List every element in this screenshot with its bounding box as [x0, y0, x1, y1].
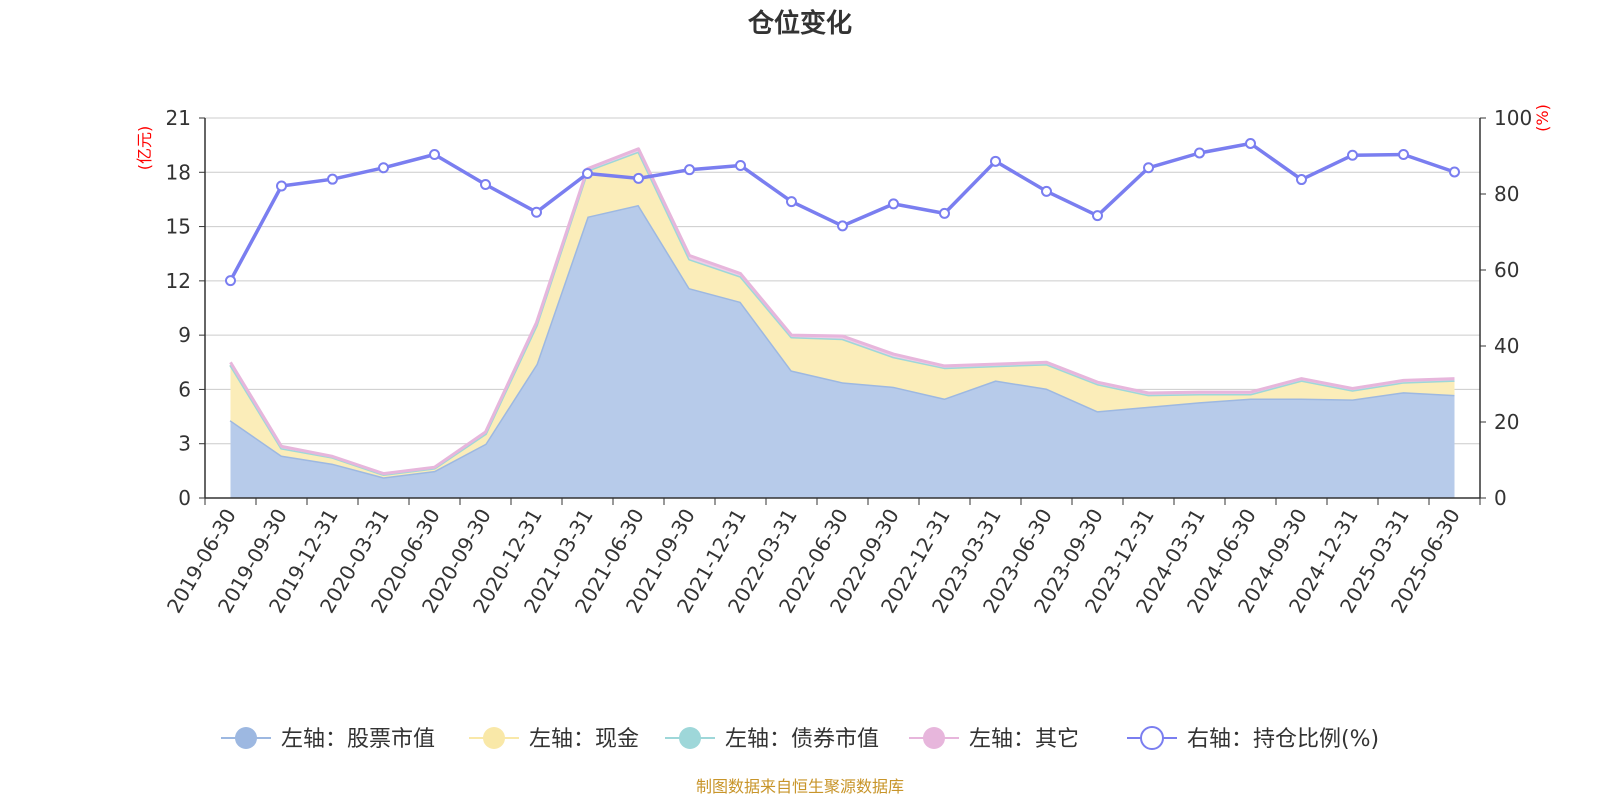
- ratio-point: [1398, 148, 1409, 160]
- ratio-point: [1194, 147, 1205, 159]
- legend-item[interactable]: 左轴：股票市值: [221, 727, 435, 752]
- ratio-point: [531, 206, 542, 218]
- ratio-point: [225, 275, 236, 287]
- left-axis-unit: (亿元): [135, 126, 154, 171]
- ratio-point: [480, 179, 491, 190]
- right-tick-label: 20: [1494, 410, 1519, 434]
- ratio-point: [378, 162, 389, 174]
- legend-marker: [679, 727, 701, 749]
- left-tick-label: 6: [178, 377, 191, 401]
- right-tick-label: 0: [1494, 486, 1507, 510]
- ratio-point: [684, 164, 695, 176]
- ratio-point: [837, 220, 848, 232]
- legend-item[interactable]: 左轴：现金: [469, 727, 639, 752]
- legend-marker: [235, 727, 257, 749]
- legend-item[interactable]: 右轴：持仓比例(%): [1127, 726, 1379, 752]
- legend-label: 左轴：股票市值: [281, 727, 435, 752]
- right-tick-label: 80: [1494, 182, 1519, 206]
- left-tick-label: 18: [166, 160, 191, 184]
- right-tick-label: 60: [1494, 258, 1519, 282]
- ratio-point: [1245, 137, 1256, 149]
- ratio-point: [1296, 174, 1307, 186]
- area-edge: [229, 147, 1455, 476]
- ratio-point: [1041, 185, 1052, 197]
- legend-label: 左轴：债券市值: [725, 727, 879, 752]
- ratio-point: [633, 172, 644, 184]
- ratio-point: [735, 160, 746, 171]
- chart-title: 仓位变化: [747, 8, 852, 39]
- legend-item[interactable]: 左轴：债券市值: [665, 727, 879, 752]
- ratio-point: [1449, 166, 1460, 178]
- left-tick-label: 9: [178, 323, 191, 347]
- ratio-point: [1347, 149, 1358, 161]
- legend-marker: [483, 727, 505, 749]
- legend-marker: [1140, 726, 1164, 750]
- ratio-polyline: [228, 141, 1456, 282]
- left-tick-label: 12: [166, 269, 191, 293]
- legend-label: 左轴：其它: [969, 727, 1079, 752]
- ratio-point: [429, 148, 440, 160]
- ratio-point: [990, 155, 1001, 167]
- left-tick-label: 21: [166, 106, 191, 130]
- right-tick-label: 100: [1494, 106, 1532, 130]
- left-tick-label: 3: [178, 432, 191, 456]
- left-tick-label: 15: [166, 215, 191, 239]
- ratio-point: [1092, 210, 1103, 222]
- ratio-point: [888, 198, 899, 210]
- legend: 左轴：股票市值 左轴：现金 左轴：债券市值 左轴：其它 右轴：持仓比例(%): [221, 726, 1379, 752]
- legend-item[interactable]: 左轴：其它: [909, 727, 1079, 752]
- ratio-point: [786, 196, 797, 208]
- ratio-point: [1143, 162, 1154, 174]
- ratio-line: [225, 137, 1460, 287]
- left-tick-label: 0: [178, 486, 191, 510]
- right-tick-label: 40: [1494, 334, 1519, 358]
- stacked-areas: [229, 147, 1455, 498]
- area-band: [230, 204, 1455, 498]
- ratio-point: [276, 180, 287, 192]
- legend-label: 右轴：持仓比例(%): [1187, 727, 1379, 752]
- legend-label: 左轴：现金: [529, 727, 639, 752]
- ratio-point: [582, 167, 593, 179]
- source-note: 制图数据来自恒生聚源数据库: [696, 777, 904, 796]
- ratio-point: [939, 207, 950, 219]
- legend-marker: [923, 727, 945, 749]
- right-axis-unit: (%): [1533, 104, 1552, 132]
- ratio-point: [327, 173, 338, 185]
